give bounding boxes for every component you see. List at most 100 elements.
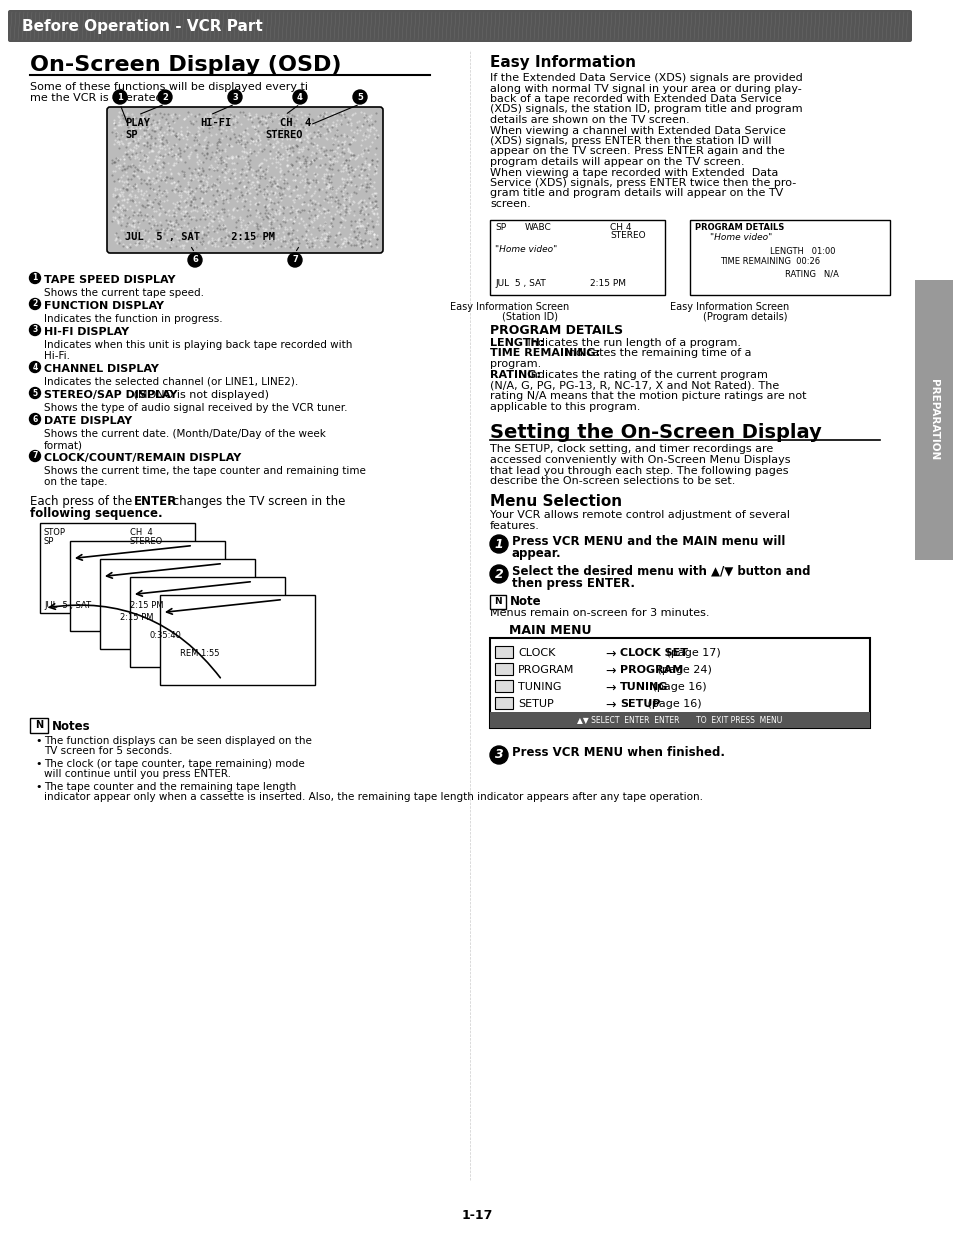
Point [160, 117, 175, 136]
Point [267, 182, 282, 202]
Point [268, 153, 283, 172]
Point [264, 219, 279, 239]
Point [140, 231, 155, 250]
Point [124, 118, 139, 138]
Point [168, 210, 183, 229]
Point [282, 138, 297, 157]
Point [285, 141, 300, 161]
Point [158, 109, 173, 129]
Point [121, 222, 136, 242]
Point [142, 175, 157, 195]
Point [223, 107, 238, 126]
Point [343, 131, 358, 151]
Point [122, 149, 137, 169]
Point [175, 141, 191, 161]
Point [254, 166, 270, 186]
Point [351, 112, 366, 131]
Point [199, 143, 214, 162]
Point [193, 221, 209, 241]
Point [300, 107, 315, 126]
Point [172, 149, 188, 169]
Point [244, 211, 259, 231]
Point [153, 170, 169, 190]
Point [191, 119, 206, 139]
Point [307, 181, 322, 201]
Point [165, 213, 180, 233]
Point [234, 146, 250, 166]
Text: CH  4: CH 4 [130, 528, 152, 537]
Point [210, 181, 225, 201]
Point [106, 153, 121, 172]
Point [282, 231, 297, 250]
Point [218, 234, 233, 254]
Point [324, 129, 339, 149]
Point [201, 212, 216, 232]
Point [252, 156, 267, 176]
Point [191, 164, 206, 184]
Point [125, 176, 140, 196]
Point [165, 123, 180, 143]
Point [274, 129, 290, 149]
Text: JUL  5 , SAT: JUL 5 , SAT [44, 601, 91, 610]
Point [168, 125, 183, 145]
Point [109, 126, 124, 146]
Point [324, 160, 339, 180]
Point [262, 141, 277, 161]
Point [242, 182, 257, 202]
Point [126, 216, 141, 236]
Point [306, 237, 321, 257]
Point [144, 120, 159, 140]
Point [284, 234, 299, 254]
Point [179, 138, 194, 157]
Point [353, 233, 368, 253]
Point [258, 119, 274, 139]
Point [321, 151, 336, 171]
Point [151, 193, 166, 213]
Point [162, 169, 177, 188]
Point [349, 224, 364, 244]
Point [255, 161, 271, 181]
Point [244, 113, 259, 133]
Point [176, 109, 192, 129]
Point [363, 184, 378, 203]
Point [349, 123, 364, 143]
Point [160, 104, 175, 124]
Point [246, 175, 261, 195]
Point [163, 215, 178, 234]
Point [318, 124, 334, 144]
Point [227, 160, 242, 180]
Point [171, 146, 186, 166]
Point [213, 133, 228, 153]
Point [152, 203, 168, 223]
Point [256, 179, 272, 198]
Point [167, 104, 182, 124]
Point [139, 133, 154, 153]
Point [256, 202, 272, 222]
Point [341, 150, 356, 170]
Point [341, 227, 356, 247]
Text: 1: 1 [32, 274, 37, 283]
Point [284, 202, 299, 222]
Point [324, 216, 339, 236]
Point [331, 222, 346, 242]
Point [193, 171, 209, 191]
Point [197, 202, 213, 222]
Point [233, 212, 249, 232]
Point [306, 150, 321, 170]
Point [236, 176, 252, 196]
Point [183, 138, 198, 157]
Point [298, 148, 314, 167]
Point [267, 174, 282, 193]
Point [362, 174, 377, 193]
Point [252, 134, 267, 154]
Point [172, 236, 187, 255]
Point [285, 138, 300, 157]
Point [239, 119, 254, 139]
Point [191, 227, 206, 247]
Point [311, 218, 326, 238]
Point [233, 126, 249, 146]
Point [363, 201, 378, 221]
Text: back of a tape recorded with Extended Data Service: back of a tape recorded with Extended Da… [490, 94, 781, 104]
Point [348, 182, 363, 202]
Point [276, 118, 292, 138]
